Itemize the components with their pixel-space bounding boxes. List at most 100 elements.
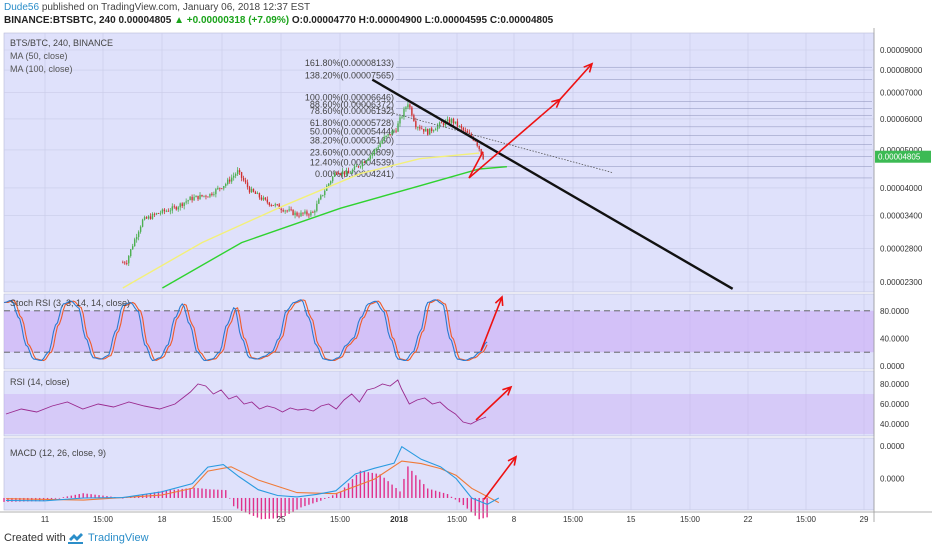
author-link[interactable]: Dude56 — [4, 2, 40, 13]
candle-body — [167, 210, 170, 212]
macd-hist-bar — [470, 497, 472, 513]
candles-group — [122, 101, 484, 266]
candle-body — [246, 182, 249, 188]
time-axis-tick: 15:00 — [796, 515, 817, 524]
fib-level-label: 88.60%(0.00006372) — [310, 100, 394, 110]
candle-body — [126, 263, 128, 264]
candle-body — [379, 143, 381, 148]
candle-body — [423, 128, 425, 132]
macd-hist-bar — [415, 475, 417, 498]
candle-body — [147, 216, 150, 219]
candle-body — [322, 194, 324, 196]
candle-body — [193, 197, 195, 201]
symbol: BINANCE:BTSBTC, 240 — [4, 15, 116, 26]
macd-hist-bar — [98, 495, 100, 498]
macd-hist-bar — [312, 497, 314, 504]
candle-body — [405, 107, 407, 110]
candle-body — [304, 211, 306, 214]
open-value: O:0.00004770 — [291, 15, 356, 26]
candle-body — [248, 187, 251, 193]
macd-hist-bar — [280, 497, 282, 519]
macd-hist-bar — [23, 497, 25, 502]
price-axis-tick: 0.00005000 — [880, 146, 923, 155]
chart-area[interactable]: 0.00009000 0.00008000 0.00007000 0.00006000… — [0, 28, 932, 528]
stoch-arrow-head — [494, 295, 504, 307]
candle-body — [397, 123, 399, 132]
macd-line — [5, 445, 500, 506]
macd-hist-bar — [189, 488, 191, 498]
macd-hist-bar — [185, 488, 187, 498]
macd-hist-bar — [82, 493, 84, 498]
price-axis-tick: 0.00007000 — [880, 89, 923, 98]
macd-hist-bar — [122, 497, 124, 499]
stoch-k-line — [3, 299, 488, 362]
candle-body — [187, 200, 189, 202]
candle-body — [403, 109, 405, 117]
candle-body — [159, 212, 162, 214]
candle-body — [337, 173, 340, 175]
candle-body — [432, 130, 435, 132]
candle-body — [173, 206, 175, 208]
macd-hist-bar — [478, 497, 480, 520]
macd-hist-bar — [300, 497, 302, 508]
fib-level-label: 61.80%(0.00005728) — [310, 118, 394, 128]
price-axis-tick: 0.00002300 — [880, 278, 923, 287]
macd-hist-bar — [256, 497, 259, 518]
candle-body — [130, 249, 132, 256]
chart-header: Dude56 published on TradingView.com, Jan… — [0, 0, 932, 28]
candle-body — [430, 128, 433, 132]
candle-body — [175, 206, 177, 210]
candle-body — [183, 202, 185, 207]
macd-signal-line — [5, 460, 500, 504]
candle-body — [211, 193, 213, 196]
rsi-line — [5, 379, 487, 425]
candle-body — [122, 262, 124, 264]
candle-body — [128, 255, 130, 264]
candle-body — [333, 173, 336, 177]
candle-body — [314, 210, 316, 213]
candle-body — [256, 193, 259, 194]
time-axis-tick: 15:00 — [680, 515, 701, 524]
macd-hist-bar — [328, 497, 330, 498]
candle-body — [409, 104, 411, 108]
candle-body — [201, 194, 203, 197]
tradingview-link[interactable]: TradingView — [88, 532, 149, 544]
macd-hist-bar — [7, 497, 9, 502]
candle-body — [143, 217, 146, 220]
candle-body — [169, 210, 172, 212]
rsi-axis-tick: 40.0000 — [880, 420, 909, 429]
macd-hist-bar — [248, 497, 251, 515]
candle-body — [177, 207, 179, 210]
candle-body — [421, 128, 423, 130]
candle-body — [286, 210, 288, 212]
candle-body — [266, 199, 269, 203]
candle-body — [284, 210, 286, 212]
price-arrow-a-shaft — [468, 151, 484, 179]
macd-hist-bar — [304, 497, 306, 507]
macd-hist-bar — [225, 490, 227, 498]
candle-body — [132, 246, 134, 250]
macd-hist-bar — [308, 497, 310, 505]
macd-hist-bar — [423, 484, 425, 498]
macd-hist-bar — [74, 494, 76, 498]
created-with-label: Created with — [4, 532, 66, 544]
rsi-pane-title: RSI (14, close) — [10, 377, 70, 387]
candle-body — [149, 216, 152, 219]
macd-hist-bar — [66, 496, 69, 498]
macd-hist-bar — [205, 488, 207, 498]
macd-hist-bar — [11, 497, 13, 502]
candle-body — [452, 118, 455, 124]
macd-hist-bar — [316, 497, 318, 503]
candle-body — [292, 209, 294, 216]
descending-trendline[interactable] — [371, 78, 734, 290]
candle-body — [419, 127, 421, 129]
candle-body — [270, 205, 272, 206]
macd-hist-bar — [434, 490, 437, 498]
macd-hist-bar — [363, 471, 366, 498]
macd-hist-bar — [268, 497, 271, 519]
close-value: C:0.00004805 — [489, 15, 554, 26]
fib-level-label: 50.00%(0.00005444) — [310, 126, 394, 136]
candle-body — [197, 195, 199, 200]
candle-body — [442, 123, 445, 126]
candle-body — [223, 186, 225, 189]
